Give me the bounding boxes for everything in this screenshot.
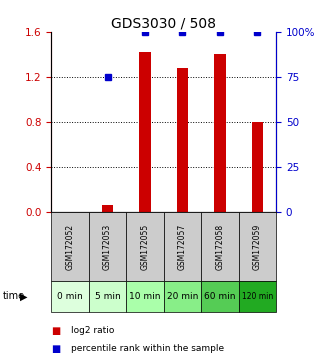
Text: ■: ■ <box>51 326 61 336</box>
Text: 10 min: 10 min <box>129 292 161 301</box>
Bar <box>252 122 263 212</box>
Bar <box>126 212 164 281</box>
Bar <box>51 281 89 312</box>
Text: GSM172058: GSM172058 <box>215 224 224 270</box>
Text: GSM172059: GSM172059 <box>253 224 262 270</box>
Text: 20 min: 20 min <box>167 292 198 301</box>
Bar <box>201 212 239 281</box>
Bar <box>164 281 201 312</box>
Bar <box>177 68 188 212</box>
Text: GSM172053: GSM172053 <box>103 224 112 270</box>
Text: ■: ■ <box>51 344 61 354</box>
Bar <box>201 281 239 312</box>
Text: GSM172055: GSM172055 <box>141 224 150 270</box>
Text: GSM172057: GSM172057 <box>178 224 187 270</box>
Text: 60 min: 60 min <box>204 292 236 301</box>
Bar <box>51 212 89 281</box>
Text: percentile rank within the sample: percentile rank within the sample <box>71 344 224 353</box>
Bar <box>89 212 126 281</box>
Text: time: time <box>3 291 25 302</box>
Text: 0 min: 0 min <box>57 292 83 301</box>
Bar <box>139 52 151 212</box>
Bar <box>214 55 225 212</box>
Bar <box>126 281 164 312</box>
Bar <box>239 212 276 281</box>
Title: GDS3030 / 508: GDS3030 / 508 <box>111 17 216 31</box>
Text: ▶: ▶ <box>20 291 28 302</box>
Bar <box>89 281 126 312</box>
Text: 120 min: 120 min <box>242 292 273 301</box>
Bar <box>239 281 276 312</box>
Bar <box>102 205 113 212</box>
Text: GSM172052: GSM172052 <box>65 224 74 270</box>
Text: log2 ratio: log2 ratio <box>71 326 114 336</box>
Text: 5 min: 5 min <box>95 292 120 301</box>
Bar <box>164 212 201 281</box>
